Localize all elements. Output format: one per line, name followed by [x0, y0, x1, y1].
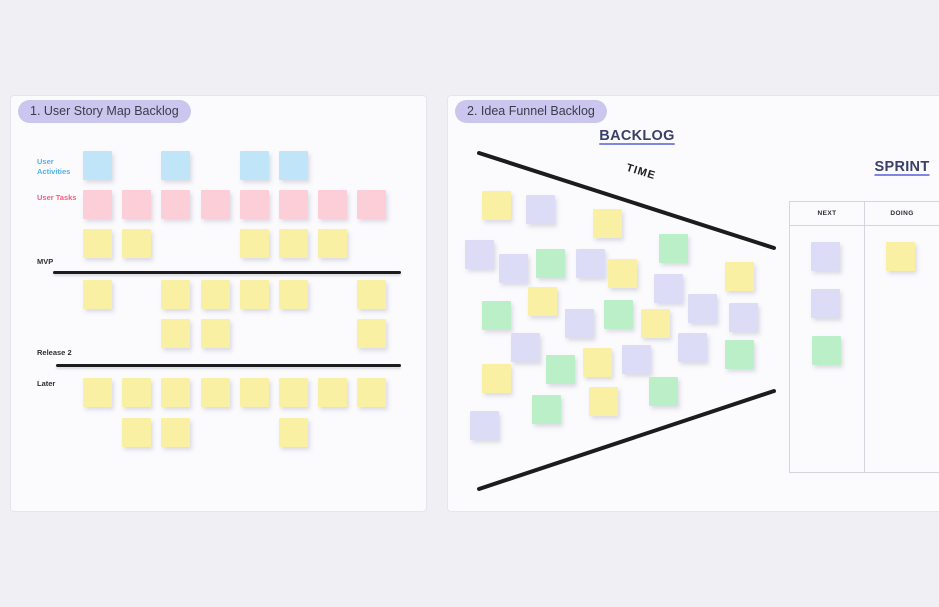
mvp-divider-line[interactable]: [53, 271, 401, 274]
later-label[interactable]: Later: [37, 379, 56, 388]
sticky-note-purple[interactable]: [678, 333, 707, 362]
sticky-note-green[interactable]: [604, 300, 633, 329]
sticky-note-yellow[interactable]: [161, 280, 190, 309]
sprint-column-next: NEXT: [790, 202, 865, 472]
sticky-note-green[interactable]: [482, 301, 511, 330]
sprint-table[interactable]: NEXT DOING: [789, 201, 939, 473]
sticky-note-purple[interactable]: [465, 240, 494, 269]
sticky-note-yellow[interactable]: [279, 229, 308, 258]
sticky-note-pink[interactable]: [83, 190, 112, 219]
sprint-column-doing-header: DOING: [865, 202, 939, 226]
sticky-note-yellow[interactable]: [161, 378, 190, 407]
sticky-note-pink[interactable]: [357, 190, 386, 219]
sticky-note-yellow[interactable]: [357, 319, 386, 348]
sticky-note-yellow[interactable]: [240, 229, 269, 258]
sprint-sticky-note-yellow[interactable]: [886, 242, 915, 271]
sticky-note-blue[interactable]: [161, 151, 190, 180]
sticky-note-blue[interactable]: [83, 151, 112, 180]
sticky-note-pink[interactable]: [240, 190, 269, 219]
frame-title-user-story-map[interactable]: 1. User Story Map Backlog: [18, 100, 191, 123]
sticky-note-yellow[interactable]: [482, 191, 511, 220]
sticky-note-yellow[interactable]: [593, 209, 622, 238]
user-story-map-frame: 1. User Story Map Backlog User Activitie…: [10, 95, 427, 512]
sticky-note-purple[interactable]: [511, 333, 540, 362]
user-tasks-label[interactable]: User Tasks: [37, 193, 77, 202]
sticky-note-yellow[interactable]: [122, 229, 151, 258]
sticky-note-blue[interactable]: [240, 151, 269, 180]
sticky-note-yellow[interactable]: [201, 280, 230, 309]
sticky-note-yellow[interactable]: [641, 309, 670, 338]
sprint-sticky-note-purple[interactable]: [811, 242, 840, 271]
sticky-note-yellow[interactable]: [161, 319, 190, 348]
sticky-note-green[interactable]: [536, 249, 565, 278]
sticky-note-yellow[interactable]: [725, 262, 754, 291]
sticky-note-yellow[interactable]: [608, 259, 637, 288]
sticky-note-pink[interactable]: [161, 190, 190, 219]
funnel-shape[interactable]: [448, 96, 808, 513]
idea-funnel-frame: 2. Idea Funnel Backlog BACKLOG TIME SPRI…: [447, 95, 939, 512]
sticky-note-yellow[interactable]: [122, 418, 151, 447]
sticky-note-yellow[interactable]: [122, 378, 151, 407]
sticky-note-purple[interactable]: [470, 411, 499, 440]
sticky-note-yellow[interactable]: [318, 378, 347, 407]
sticky-note-purple[interactable]: [576, 249, 605, 278]
sticky-note-yellow[interactable]: [201, 378, 230, 407]
sticky-note-purple[interactable]: [622, 345, 651, 374]
sticky-note-yellow[interactable]: [318, 229, 347, 258]
sticky-note-purple[interactable]: [565, 309, 594, 338]
release-2-divider-line[interactable]: [56, 364, 401, 367]
sticky-note-yellow[interactable]: [583, 348, 612, 377]
sticky-note-yellow[interactable]: [279, 280, 308, 309]
sticky-note-pink[interactable]: [318, 190, 347, 219]
sprint-sticky-note-green[interactable]: [812, 336, 841, 365]
release-2-label[interactable]: Release 2: [37, 348, 72, 357]
story-map-notes-layer: [11, 96, 426, 511]
sticky-note-yellow[interactable]: [589, 387, 618, 416]
sticky-note-yellow[interactable]: [279, 378, 308, 407]
sticky-note-green[interactable]: [546, 355, 575, 384]
sticky-note-pink[interactable]: [122, 190, 151, 219]
sticky-note-yellow[interactable]: [279, 418, 308, 447]
sticky-note-blue[interactable]: [279, 151, 308, 180]
sticky-note-yellow[interactable]: [240, 280, 269, 309]
sticky-note-yellow[interactable]: [240, 378, 269, 407]
sticky-note-yellow[interactable]: [161, 418, 190, 447]
sticky-note-purple[interactable]: [729, 303, 758, 332]
sticky-note-green[interactable]: [532, 395, 561, 424]
sticky-note-purple[interactable]: [688, 294, 717, 323]
mvp-label[interactable]: MVP: [37, 257, 54, 266]
sticky-note-yellow[interactable]: [83, 280, 112, 309]
idea-funnel-notes-layer: [448, 96, 939, 511]
backlog-heading[interactable]: BACKLOG: [599, 128, 675, 144]
sticky-note-yellow[interactable]: [357, 378, 386, 407]
sticky-note-purple[interactable]: [499, 254, 528, 283]
sticky-note-purple[interactable]: [654, 274, 683, 303]
sticky-note-green[interactable]: [649, 377, 678, 406]
sticky-note-yellow[interactable]: [83, 229, 112, 258]
sprint-sticky-note-purple[interactable]: [811, 289, 840, 318]
sticky-note-green[interactable]: [659, 234, 688, 263]
sticky-note-yellow[interactable]: [482, 364, 511, 393]
sticky-note-yellow[interactable]: [528, 287, 557, 316]
sprint-column-doing: DOING: [865, 202, 939, 472]
sticky-note-purple[interactable]: [526, 195, 555, 224]
sticky-note-yellow[interactable]: [83, 378, 112, 407]
sprint-column-next-header: NEXT: [790, 202, 864, 226]
sticky-note-pink[interactable]: [201, 190, 230, 219]
funnel-bottom-line[interactable]: [477, 389, 776, 491]
sticky-note-green[interactable]: [725, 340, 754, 369]
frame-title-idea-funnel[interactable]: 2. Idea Funnel Backlog: [455, 100, 607, 123]
user-activities-label[interactable]: User Activities: [37, 157, 71, 176]
sticky-note-yellow[interactable]: [357, 280, 386, 309]
sticky-note-yellow[interactable]: [201, 319, 230, 348]
sticky-note-pink[interactable]: [279, 190, 308, 219]
funnel-top-line[interactable]: [477, 151, 776, 250]
sprint-heading[interactable]: SPRINT: [874, 159, 930, 175]
